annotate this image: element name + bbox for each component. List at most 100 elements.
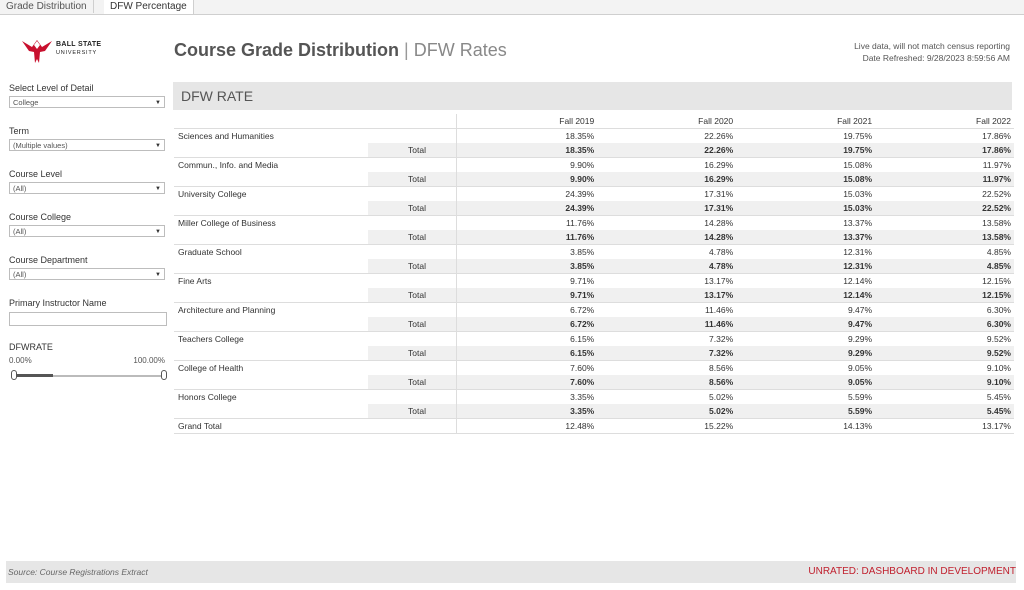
total-cell: 4.78%	[597, 259, 737, 274]
level-select[interactable]: College ▼	[9, 96, 165, 108]
value-cell: 6.72%	[456, 302, 598, 317]
total-label: Total	[368, 375, 457, 390]
refresh-info: Live data, will not match census reporti…	[854, 40, 1010, 64]
total-cell: 12.14%	[736, 288, 876, 303]
college-name[interactable]: Graduate School	[178, 247, 242, 257]
spacer-cell	[368, 390, 457, 405]
total-cell: 9.05%	[736, 375, 876, 390]
value-cell: 6.15%	[456, 331, 598, 346]
header-blank	[174, 114, 368, 129]
table-row: Honors College 3.35% 5.02% 5.59% 5.45%	[174, 389, 1014, 405]
value-cell: 9.10%	[986, 363, 1011, 373]
table-row: Graduate School 3.85% 4.78% 12.31% 4.85%	[174, 244, 1014, 260]
value-cell: 5.59%	[847, 392, 873, 402]
term-select[interactable]: (Multiple values) ▼	[9, 139, 165, 151]
university-logo: BALL STATE UNIVERSITY	[20, 37, 110, 65]
title-separator: |	[404, 40, 409, 60]
term-label: Term	[9, 126, 29, 136]
dfw-min: 0.00%	[9, 356, 32, 365]
course-level-select[interactable]: (All) ▼	[9, 182, 165, 194]
page-title: Course Grade Distribution | DFW Rates	[174, 40, 507, 61]
table-row: Commun., Info. and Media 9.90% 16.29% 15.08…	[174, 157, 1014, 172]
value-cell: 19.75%	[843, 131, 873, 141]
total-row: Total 24.39% 17.31% 15.03% 22.52%	[174, 201, 1014, 216]
tab-grade-distribution[interactable]: Grade Distribution	[0, 0, 94, 13]
value-cell: 22.52%	[982, 189, 1011, 199]
total-cell: 15.08%	[736, 172, 876, 187]
dfw-slider[interactable]	[9, 369, 167, 383]
total-cell: 9.47%	[736, 317, 876, 332]
spacer-cell	[174, 346, 368, 361]
total-cell: 9.52%	[875, 346, 1014, 361]
college-name[interactable]: University College	[178, 189, 247, 199]
chevron-down-icon: ▼	[155, 229, 161, 235]
spacer-cell	[368, 245, 457, 260]
total-row: Total 9.71% 13.17% 12.14% 12.15%	[174, 288, 1014, 303]
slider-min-handle[interactable]	[11, 370, 17, 380]
table-header-row: Fall 2019 Fall 2020 Fall 2021 Fall 2022	[174, 114, 1014, 129]
course-level-label: Course Level	[9, 169, 63, 179]
spacer-cell	[368, 216, 457, 231]
grand-total-label: Grand Total	[174, 418, 368, 434]
course-college-value: (All)	[13, 227, 27, 236]
chevron-down-icon: ▼	[155, 186, 161, 192]
spacer-cell	[174, 143, 368, 158]
cardinal-logo-icon	[22, 40, 52, 63]
course-college-select[interactable]: (All) ▼	[9, 225, 165, 237]
college-name[interactable]: Commun., Info. and Media	[178, 160, 279, 170]
spacer-cell	[174, 201, 368, 216]
table-row: Sciences and Humanities 18.35% 22.26% 19.75…	[174, 128, 1014, 143]
value-cell: 11.76%	[456, 215, 598, 230]
college-name[interactable]: Teachers College	[178, 334, 244, 344]
value-cell: 9.29%	[847, 334, 873, 344]
instructor-label: Primary Instructor Name	[9, 298, 107, 308]
footer: Source: Course Registrations Extract UNR…	[6, 561, 1016, 583]
filter-panel: Select Level of Detail College ▼ Term (Mu…	[9, 82, 167, 383]
total-cell: 15.03%	[736, 201, 876, 216]
total-cell: 17.31%	[597, 201, 737, 216]
tab-dfw-percentage[interactable]: DFW Percentage	[104, 0, 194, 14]
total-cell: 7.60%	[456, 375, 598, 390]
total-cell: 17.86%	[875, 143, 1014, 158]
value-cell: 9.47%	[847, 305, 873, 315]
slider-fill	[13, 374, 53, 377]
value-cell: 9.52%	[986, 334, 1011, 344]
course-dept-select[interactable]: (All) ▼	[9, 268, 165, 280]
spacer-cell	[368, 332, 457, 347]
total-cell: 5.02%	[597, 404, 737, 419]
total-cell: 14.28%	[597, 230, 737, 245]
slider-max-handle[interactable]	[161, 370, 167, 380]
college-name[interactable]: Fine Arts	[178, 276, 212, 286]
total-cell: 5.45%	[875, 404, 1014, 419]
value-cell: 9.05%	[847, 363, 873, 373]
grand-total-row: Grand Total 12.48% 15.22% 14.13% 13.17%	[174, 418, 1014, 434]
level-label: Select Level of Detail	[9, 83, 94, 93]
course-dept-value: (All)	[13, 270, 27, 279]
total-row: Total 9.90% 16.29% 15.08% 11.97%	[174, 172, 1014, 187]
course-college-label: Course College	[9, 212, 72, 222]
college-name[interactable]: Honors College	[178, 392, 237, 402]
college-name[interactable]: Miller College of Business	[178, 218, 276, 228]
college-name[interactable]: College of Health	[178, 363, 244, 373]
level-value: College	[13, 98, 39, 107]
value-cell: 17.31%	[704, 189, 734, 199]
value-cell: 14.28%	[704, 218, 734, 228]
value-cell: 15.03%	[843, 189, 873, 199]
total-cell: 8.56%	[597, 375, 737, 390]
total-cell: 16.29%	[597, 172, 737, 187]
total-cell: 11.46%	[597, 317, 737, 332]
value-cell: 7.32%	[709, 334, 734, 344]
dfw-max: 100.00%	[133, 356, 165, 365]
grand-total-cell: 14.13%	[736, 418, 876, 434]
total-cell: 3.35%	[456, 404, 598, 419]
total-cell: 24.39%	[456, 201, 598, 216]
logo-word-2: UNIVERSITY	[56, 50, 98, 56]
total-cell: 13.58%	[875, 230, 1014, 245]
total-cell: 5.59%	[736, 404, 876, 419]
grand-total-cell: 13.17%	[875, 418, 1014, 434]
spacer-cell	[368, 303, 457, 318]
college-name[interactable]: Architecture and Planning	[178, 305, 276, 315]
instructor-input[interactable]	[9, 312, 167, 326]
total-label: Total	[368, 201, 457, 216]
college-name[interactable]: Sciences and Humanities	[178, 131, 274, 141]
